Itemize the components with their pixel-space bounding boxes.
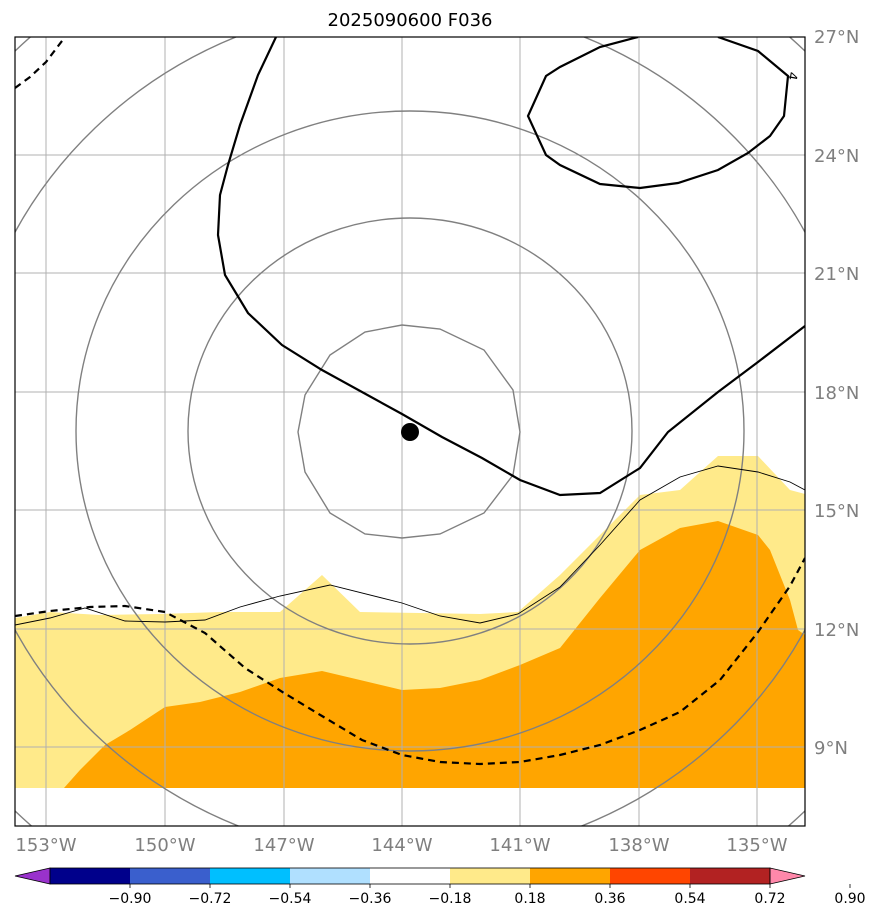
colorbar-cell [210, 868, 291, 884]
lat-label: 18°N [814, 383, 859, 404]
lon-labels: 153°W 150°W 147°W 144°W 141°W 138°W 135°… [15, 835, 787, 856]
colorbar-tick-label: 0.36 [594, 891, 625, 907]
colorbar-cell [290, 868, 371, 884]
colorbar-extend-high [769, 867, 806, 885]
lat-label: 9°N [814, 738, 848, 759]
dashed-contour-bottom [15, 557, 805, 766]
colorbar-cell [50, 868, 131, 884]
solid-contour-main [216, 37, 805, 497]
colorbar-tick-label: 0.90 [834, 891, 865, 907]
contour-value-label: 4 [783, 71, 799, 82]
map-frame [14, 36, 806, 827]
anomaly-fill-0.36-0.54 [64, 521, 805, 788]
colorbar-cell [690, 868, 771, 884]
lat-label: 21°N [814, 264, 859, 285]
map-title: 2025090600 F036 [328, 10, 493, 31]
colorbar-cell [610, 868, 691, 884]
lon-label: 147°W [253, 835, 314, 856]
range-ring-3 [75, 110, 745, 752]
lat-label: 15°N [814, 501, 859, 522]
solid-contour-closed [526, 37, 790, 190]
colorbar-tick-label: 0.18 [514, 891, 545, 907]
lon-label: 135°W [726, 835, 787, 856]
colorbar-tick-label: −0.90 [109, 891, 152, 907]
thin-contour [15, 465, 805, 626]
lon-label: 150°W [134, 835, 195, 856]
colorbar-cell [450, 868, 531, 884]
dashed-contour-top-left [15, 37, 66, 89]
colorbar-tick-label: −0.72 [189, 891, 232, 907]
range-ring-1 [297, 324, 521, 539]
lon-label: 138°W [608, 835, 669, 856]
colorbar-extend-low [14, 867, 51, 885]
lon-label: 153°W [15, 835, 76, 856]
colorbar-tick-label: −0.54 [269, 891, 312, 907]
storm-center-marker [401, 423, 419, 441]
lat-label: 12°N [814, 620, 859, 641]
lat-label: 24°N [814, 146, 859, 167]
colorbar-cell [130, 868, 211, 884]
lon-label: 141°W [489, 835, 550, 856]
lat-labels: 27°N 24°N 21°N 18°N 15°N 12°N 9°N [814, 27, 859, 759]
lat-label: 27°N [814, 27, 859, 48]
colorbar-tick-label: −0.18 [429, 891, 472, 907]
colorbar-tick-label: −0.36 [349, 891, 392, 907]
colorbar-cell [530, 868, 611, 884]
range-ring-2 [187, 217, 633, 645]
colorbar: −0.90 −0.72 −0.54 −0.36 −0.18 0.18 0.36 … [14, 867, 866, 907]
colorbar-tick-label: 0.54 [674, 891, 705, 907]
lon-label: 144°W [371, 835, 432, 856]
colorbar-tick-label: 0.72 [754, 891, 785, 907]
colorbar-cell [370, 868, 451, 884]
